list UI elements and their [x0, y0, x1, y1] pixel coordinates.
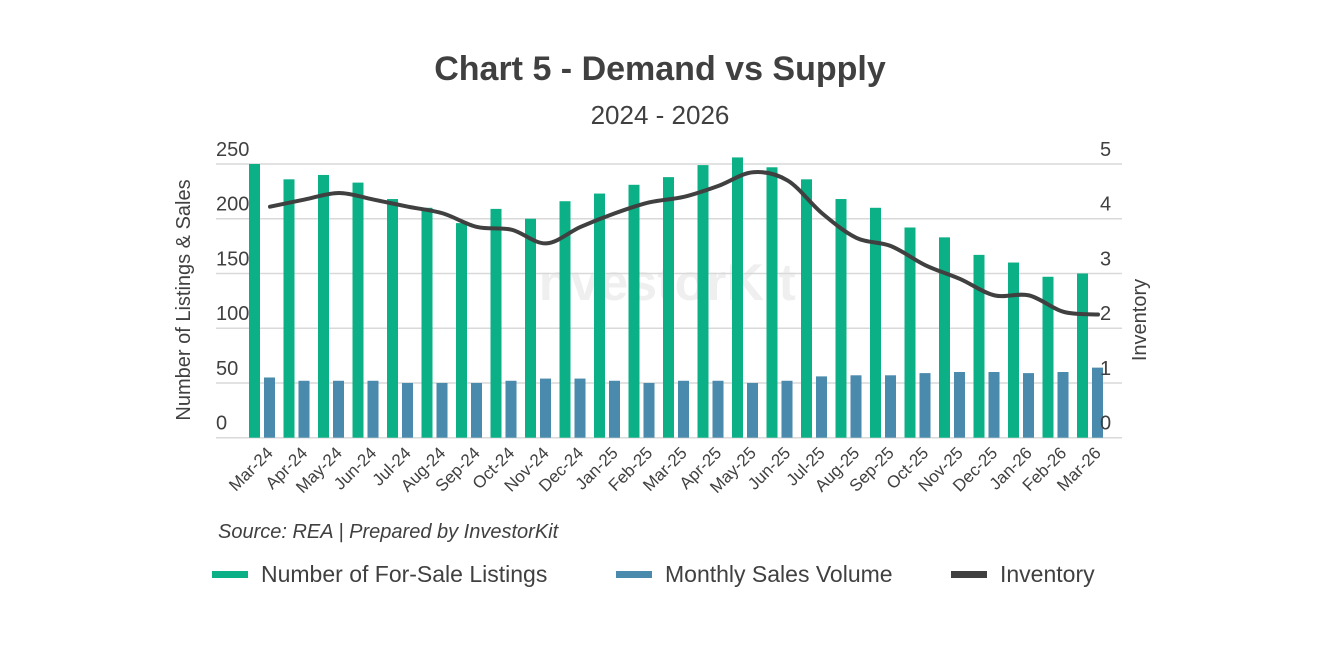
legend-swatch-sales	[616, 571, 652, 578]
legend-swatch-inventory	[951, 571, 987, 578]
bar-sales	[678, 380, 689, 438]
chart-title: Chart 5 - Demand vs Supply	[434, 50, 886, 88]
bar-sales	[505, 380, 517, 438]
y-tick-label: 250	[216, 139, 249, 161]
bar-listings	[352, 182, 364, 438]
bar-listings	[421, 207, 433, 438]
y-tick-label: 100	[216, 303, 249, 325]
bar-sales	[471, 382, 482, 438]
y2-tick-label: 2	[1100, 303, 1111, 325]
bar-sales	[333, 380, 344, 438]
bar-sales	[816, 376, 827, 438]
y2-axis-label: Inventory	[1129, 279, 1151, 361]
bar-listings	[697, 165, 709, 438]
bar-sales	[436, 382, 448, 438]
bar-listings	[732, 157, 743, 438]
bar-listings	[766, 167, 778, 438]
legend-label-sales: Monthly Sales Volume	[665, 561, 893, 587]
bar-sales	[574, 378, 586, 438]
chart-subtitle: 2024 - 2026	[591, 100, 730, 130]
y2-tick-label: 1	[1100, 358, 1111, 380]
bar-listings	[870, 207, 881, 438]
bar-sales	[954, 372, 965, 438]
bar-listings	[1077, 273, 1088, 438]
bar-listings	[456, 223, 467, 438]
bar-sales	[298, 380, 310, 438]
bar-listings	[663, 177, 674, 438]
legend-label-listings: Number of For-Sale Listings	[261, 561, 547, 587]
bar-sales	[747, 382, 758, 438]
y-tick-label: 50	[216, 358, 238, 380]
y-tick-label: 0	[216, 413, 227, 435]
source-note: Source: REA | Prepared by InvestorKit	[218, 521, 560, 543]
y-tick-label: 200	[216, 194, 249, 216]
bar-listings	[835, 199, 847, 438]
bar-listings	[490, 208, 502, 438]
bar-listings	[594, 193, 605, 438]
bar-sales	[885, 375, 896, 438]
bar-sales	[781, 380, 793, 438]
bar-listings	[387, 199, 398, 438]
bar-listings	[628, 184, 640, 438]
y2-tick-label: 3	[1100, 248, 1111, 270]
bar-sales	[402, 382, 413, 438]
bar-sales	[1023, 373, 1034, 438]
bar-sales	[1092, 367, 1103, 438]
y2-tick-label: 4	[1100, 194, 1111, 216]
bar-listings	[559, 201, 571, 438]
legend-swatch-listings	[212, 571, 248, 578]
bar-sales	[367, 380, 379, 438]
line-inventory	[268, 170, 1100, 317]
y-tick-label: 150	[216, 248, 249, 270]
bar-sales	[850, 375, 862, 438]
bar-listings	[249, 164, 260, 438]
bar-sales	[1057, 372, 1069, 438]
y2-tick-label: 0	[1100, 413, 1111, 435]
bar-listings	[283, 179, 295, 438]
bar-listings	[525, 218, 536, 438]
bar-sales	[540, 378, 551, 438]
bar-listings	[1008, 262, 1019, 438]
bar-listings	[973, 254, 985, 438]
bar-sales	[609, 380, 620, 438]
bar-sales	[988, 372, 1000, 438]
bar-listings	[1042, 276, 1054, 438]
legend: Number of For-Sale Listings Monthly Sale…	[212, 561, 1095, 587]
bar-listings	[904, 227, 916, 438]
y2-tick-label: 5	[1100, 139, 1111, 161]
bar-sales	[643, 382, 655, 438]
bar-sales	[919, 373, 931, 438]
bar-sales	[264, 377, 275, 438]
y-axis-label: Number of Listings & Sales	[173, 179, 195, 420]
bar-listings	[318, 174, 329, 438]
bar-listings	[939, 237, 950, 438]
bar-sales	[712, 380, 724, 438]
legend-label-inventory: Inventory	[1000, 561, 1095, 587]
bar-listings	[801, 179, 812, 438]
